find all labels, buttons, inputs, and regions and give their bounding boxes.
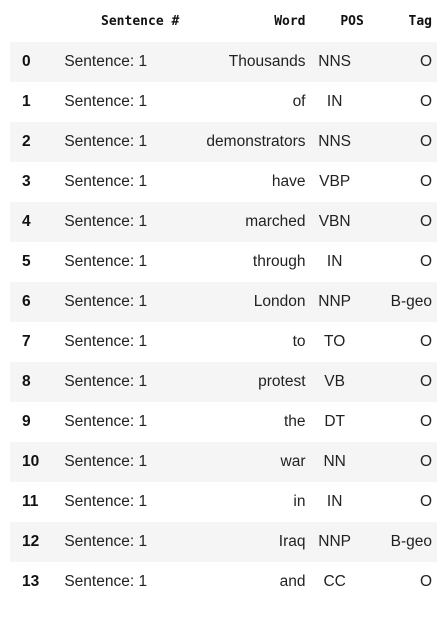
table-row: 12 Sentence: 1 Iraq NNP B-geo xyxy=(10,522,437,562)
dataframe-table: Sentence # Word POS Tag 0 Sentence: 1 Thou… xyxy=(10,0,437,602)
cell-tag: O xyxy=(419,413,432,430)
row-index: 13 xyxy=(22,573,40,590)
table-row: 11 Sentence: 1 in IN O xyxy=(10,482,437,522)
header-tag: Tag xyxy=(408,13,432,29)
table-row: 8 Sentence: 1 protest VB O xyxy=(10,362,437,402)
cell-pos: IN xyxy=(326,93,343,110)
row-index: 3 xyxy=(22,173,31,190)
cell-tag: O xyxy=(419,53,432,70)
cell-tag: O xyxy=(419,573,432,590)
cell-tag: O xyxy=(419,213,432,230)
cell-pos: IN xyxy=(326,253,343,270)
row-index: 6 xyxy=(22,293,31,310)
table-row: 9 Sentence: 1 the DT O xyxy=(10,402,437,442)
cell-tag: O xyxy=(419,93,432,110)
cell-word: in xyxy=(293,493,306,510)
row-index: 12 xyxy=(22,533,40,550)
table-row: 3 Sentence: 1 have VBP O xyxy=(10,162,437,202)
cell-word: the xyxy=(283,413,306,430)
cell-pos: NNS xyxy=(318,53,352,70)
cell-sentence: Sentence: 1 xyxy=(64,413,148,430)
cell-tag: O xyxy=(419,333,432,350)
row-index: 7 xyxy=(22,333,31,350)
cell-word: war xyxy=(280,453,306,470)
cell-sentence: Sentence: 1 xyxy=(64,533,148,550)
table-header: Sentence # Word POS Tag xyxy=(10,0,437,42)
table-row: 6 Sentence: 1 London NNP B-geo xyxy=(10,282,437,322)
cell-pos: VBN xyxy=(318,213,351,230)
row-index: 1 xyxy=(22,93,31,110)
table-body: 0 Sentence: 1 Thousands NNS O 1 Sentence: 1 of I… xyxy=(10,42,437,602)
cell-tag: B-geo xyxy=(390,293,432,310)
header-index xyxy=(10,0,64,42)
cell-word: demonstrators xyxy=(206,133,306,150)
table-row: 4 Sentence: 1 marched VBN O xyxy=(10,202,437,242)
row-index: 11 xyxy=(22,493,39,510)
cell-pos: NNS xyxy=(318,133,352,150)
cell-sentence: Sentence: 1 xyxy=(64,453,148,470)
row-index: 10 xyxy=(22,453,40,470)
cell-word: to xyxy=(292,333,306,350)
cell-tag: O xyxy=(419,133,432,150)
cell-word: have xyxy=(271,173,306,190)
cell-word: and xyxy=(279,573,306,590)
cell-word: protest xyxy=(258,373,306,390)
cell-word: London xyxy=(253,293,306,310)
cell-pos: VB xyxy=(324,373,345,390)
row-index: 5 xyxy=(22,253,31,270)
cell-tag: O xyxy=(419,453,432,470)
cell-word: Thousands xyxy=(228,53,306,70)
table-row: 1 Sentence: 1 of IN O xyxy=(10,82,437,122)
cell-sentence: Sentence: 1 xyxy=(64,213,148,230)
cell-sentence: Sentence: 1 xyxy=(64,373,148,390)
cell-tag: O xyxy=(419,373,432,390)
table-row: 13 Sentence: 1 and CC O xyxy=(10,562,437,602)
cell-word: of xyxy=(292,93,306,110)
header-row: Sentence # Word POS Tag xyxy=(10,0,437,42)
table-row: 0 Sentence: 1 Thousands NNS O xyxy=(10,42,437,82)
cell-sentence: Sentence: 1 xyxy=(64,573,148,590)
header-sentence: Sentence # xyxy=(101,13,180,29)
cell-pos: TO xyxy=(324,333,346,350)
cell-word: marched xyxy=(245,213,306,230)
row-index: 9 xyxy=(22,413,31,430)
cell-sentence: Sentence: 1 xyxy=(64,93,148,110)
cell-pos: DT xyxy=(324,413,345,430)
cell-sentence: Sentence: 1 xyxy=(64,333,148,350)
cell-tag: O xyxy=(419,493,432,510)
cell-sentence: Sentence: 1 xyxy=(64,173,148,190)
header-pos: POS xyxy=(340,13,364,29)
cell-sentence: Sentence: 1 xyxy=(64,133,148,150)
cell-tag: O xyxy=(419,253,432,270)
header-word: Word xyxy=(274,13,306,29)
cell-word: through xyxy=(252,253,306,270)
row-index: 4 xyxy=(22,213,31,230)
cell-tag: O xyxy=(419,173,432,190)
cell-pos: CC xyxy=(323,573,346,590)
cell-pos: VBP xyxy=(319,173,351,190)
row-index: 0 xyxy=(22,53,31,70)
row-index: 8 xyxy=(22,373,31,390)
cell-pos: NN xyxy=(323,453,346,470)
table-row: 7 Sentence: 1 to TO O xyxy=(10,322,437,362)
cell-sentence: Sentence: 1 xyxy=(64,493,148,510)
cell-pos: NNP xyxy=(318,293,352,310)
cell-pos: NNP xyxy=(318,533,352,550)
table-row: 2 Sentence: 1 demonstrators NNS O xyxy=(10,122,437,162)
cell-sentence: Sentence: 1 xyxy=(64,253,148,270)
cell-pos: IN xyxy=(326,493,343,510)
table-row: 5 Sentence: 1 through IN O xyxy=(10,242,437,282)
cell-sentence: Sentence: 1 xyxy=(64,53,148,70)
row-index: 2 xyxy=(22,133,31,150)
cell-word: Iraq xyxy=(278,533,306,550)
table-row: 10 Sentence: 1 war NN O xyxy=(10,442,437,482)
cell-sentence: Sentence: 1 xyxy=(64,293,148,310)
cell-tag: B-geo xyxy=(390,533,432,550)
